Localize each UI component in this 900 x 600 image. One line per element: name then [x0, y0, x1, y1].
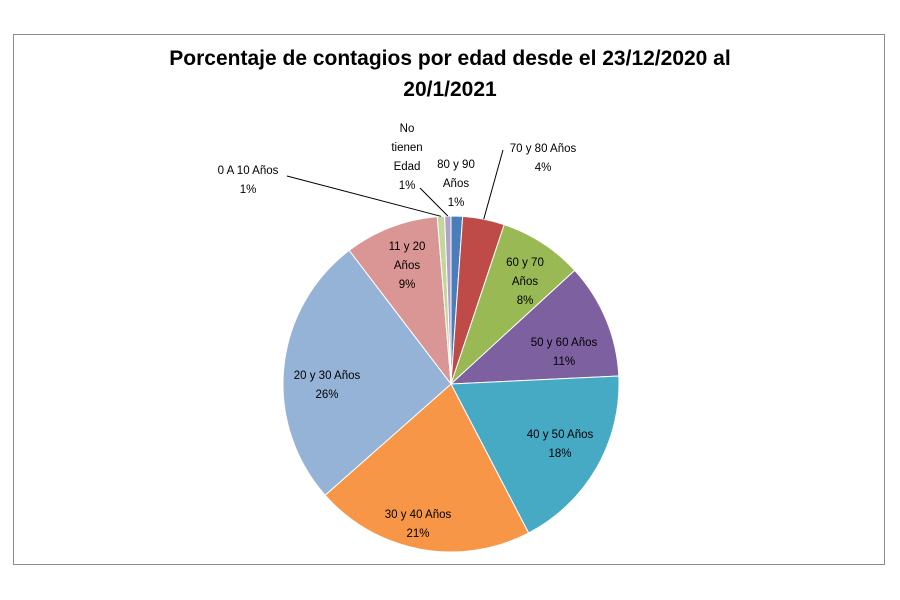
chart-title: Porcentaje de contagios por edad desde e… [0, 43, 900, 105]
slice-label-40-y-50-anos: 40 y 50 Años 18% [527, 429, 594, 460]
leader-line-no-tienen-edad [419, 187, 449, 217]
pie-slice-40-y-50-anos [450, 375, 620, 534]
slice-label-30-y-40-anos: 30 y 40 Años 21% [385, 509, 452, 540]
chart-title-line-2: 20/1/2021 [403, 78, 497, 101]
slice-label-0-a-10-anos: 0 A 10 Años 1% [218, 165, 279, 196]
slice-label-11-y-20-anos: 11 y 20 Años 9% [389, 241, 426, 291]
pie-slice-30-y-40-anos [324, 383, 530, 553]
chart-title-line-1: Porcentaje de contagios por edad desde e… [169, 47, 731, 70]
slice-label-no-tienen-edad: No tienen Edad 1% [391, 123, 422, 192]
slice-label-80-y-90-anos: 80 y 90 Años 1% [437, 159, 475, 209]
pie-slice-20-y-30-anos [282, 249, 452, 496]
pie-slice-11-y-20-anos [348, 216, 452, 386]
pie-slice-no-tienen-edad [444, 215, 452, 385]
leader-line-70-y-80-anos [483, 149, 504, 220]
pie-slice-50-y-60-anos [449, 269, 620, 385]
leader-line-0-a-10-anos [286, 175, 442, 217]
slice-label-20-y-30-anos: 20 y 30 Años 26% [294, 370, 361, 401]
slice-label-60-y-70-anos: 60 y 70 Años 8% [506, 257, 544, 307]
slice-label-50-y-60-anos: 50 y 60 Años 11% [531, 337, 598, 368]
slice-label-70-y-80-anos: 70 y 80 Años 4% [510, 143, 577, 174]
